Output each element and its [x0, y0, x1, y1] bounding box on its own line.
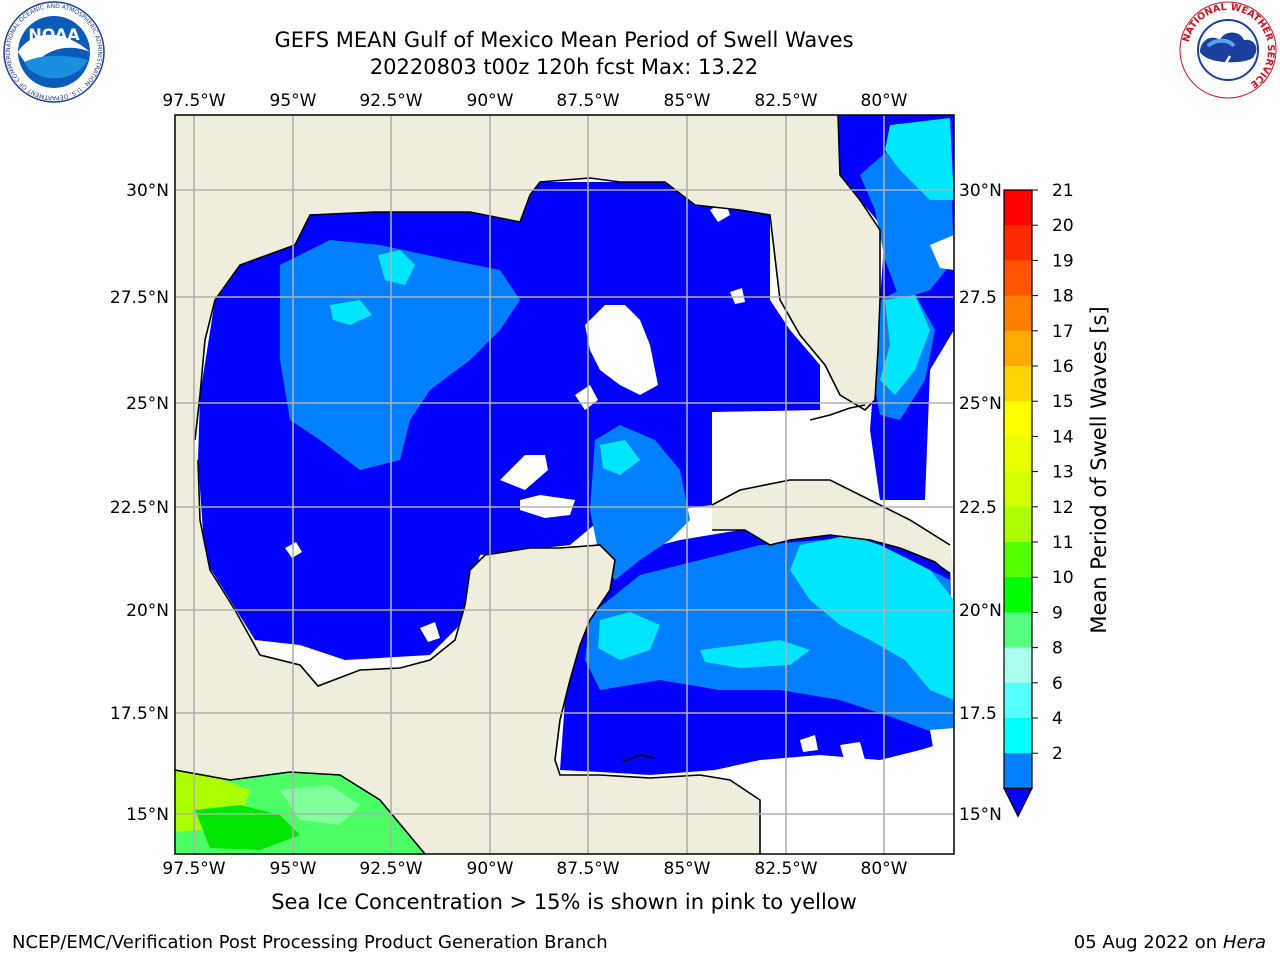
lon-label-bottom: 80°W [861, 859, 908, 879]
lat-label-left: 17.5°N [110, 704, 169, 724]
lon-label-bottom: 90°W [467, 859, 514, 879]
lon-label-bottom: 85°W [664, 859, 711, 879]
nws-logo: NATIONAL WEATHER SERVICE [1179, 1, 1277, 99]
colorbar-segment [1004, 718, 1032, 754]
lat-label-right: 30°N [959, 181, 1002, 201]
credit-machine: Hera [1222, 932, 1266, 953]
lat-label-left: 25°N [126, 394, 169, 414]
lon-label-top: 97.5°W [162, 91, 225, 111]
colorbar-segment [1004, 471, 1032, 508]
map-subtitle: 20220803 t00z 120h fcst Max: 13.22 [369, 55, 759, 79]
colorbar-tick-label: 18 [1052, 287, 1074, 307]
colorbar-segment [1004, 612, 1032, 649]
colorbar-tick-label: 12 [1052, 498, 1074, 518]
lon-label-bottom: 82.5°W [754, 859, 817, 879]
colorbar-tick-label: 16 [1052, 357, 1074, 377]
lat-label-right: 22.5 [959, 498, 997, 518]
lon-label-top: 87.5°W [556, 91, 619, 111]
lon-label-bottom: 95°W [270, 859, 317, 879]
lon-label-top: 92.5°W [359, 91, 422, 111]
lon-label-top: 95°W [270, 91, 317, 111]
lon-label-top: 85°W [664, 91, 711, 111]
lat-label-left: 15°N [126, 805, 169, 825]
lat-label-right: 17.5 [959, 704, 997, 724]
lat-label-left: 22.5°N [110, 498, 169, 518]
colorbar-tick-label: 8 [1052, 639, 1063, 659]
colorbar-tick-label: 15 [1052, 392, 1074, 412]
colorbar-segment [1004, 577, 1032, 613]
land-usa [175, 115, 880, 440]
lon-label-top: 82.5°W [754, 91, 817, 111]
lat-label-right: 27.5 [959, 288, 997, 308]
colorbar-segment [1004, 436, 1032, 473]
colorbar-segment [1004, 260, 1032, 297]
colorbar-segment [1004, 647, 1032, 684]
colorbar-tick-label: 10 [1052, 568, 1074, 588]
lon-label-bottom: 97.5°W [162, 859, 225, 879]
sea-ice-note: Sea Ice Concentration > 15% is shown in … [271, 890, 857, 914]
land-cuba [712, 480, 954, 575]
lon-label-bottom: 92.5°W [359, 859, 422, 879]
lat-label-left: 27.5°N [110, 288, 169, 308]
credit-right: 05 Aug 2022 on Hera [1074, 932, 1266, 953]
lon-label-bottom: 87.5°W [556, 859, 619, 879]
colorbar-tick-label: 11 [1052, 533, 1074, 553]
colorbar-tick-label: 21 [1052, 181, 1074, 201]
credit-left: NCEP/EMC/Verification Post Processing Pr… [12, 932, 608, 953]
colorbar-segment [1004, 682, 1032, 719]
colorbar-outline [1003, 189, 1033, 790]
colorbar-tick-label: 14 [1052, 427, 1074, 447]
colorbar-segment [1004, 542, 1032, 578]
colorbar-tick-label: 20 [1052, 216, 1074, 236]
noaa-logo: NATIONAL OCEANIC AND ATMOSPHERIC ADMINIS… [2, 0, 105, 103]
colorbar-label: Mean Period of Swell Waves [s] [1087, 306, 1111, 633]
colorbar-segment [1004, 225, 1032, 261]
colorbar-segment [1004, 506, 1032, 543]
colorbar-segment [1004, 401, 1032, 437]
lat-label-right: 15°N [959, 805, 1002, 825]
noaa-logo-label: NOAA [28, 25, 80, 44]
lat-label-left: 20°N [126, 601, 169, 621]
colorbar-tick-label: 17 [1052, 322, 1074, 342]
map-title: GEFS MEAN Gulf of Mexico Mean Period of … [274, 28, 854, 52]
lat-label-right: 20°N [959, 601, 1002, 621]
colorbar-segment [1004, 295, 1032, 332]
colorbar-segment [1004, 190, 1032, 226]
lat-label-right: 25°N [959, 394, 1002, 414]
colorbar-extension [1003, 787, 1033, 818]
lat-label-left: 30°N [126, 181, 169, 201]
colorbar-segment [1004, 366, 1032, 402]
colorbar: 21 20 19 18 17 16 15 14 13 12 11 10 9 8 6 4 2 [1003, 181, 1074, 818]
colorbar-segment [1004, 330, 1032, 367]
credit-date: 05 Aug 2022 on [1073, 932, 1218, 953]
lon-label-top: 90°W [467, 91, 514, 111]
colorbar-tick-label: 4 [1052, 709, 1063, 729]
colorbar-tick-label: 6 [1052, 674, 1063, 694]
colorbar-tick-label: 2 [1052, 744, 1063, 764]
colorbar-tick-label: 19 [1052, 251, 1074, 271]
colorbar-tick-label: 9 [1052, 603, 1063, 623]
lon-label-top: 80°W [861, 91, 908, 111]
colorbar-segment [1004, 753, 1032, 789]
land-mexico [175, 440, 760, 854]
colorbar-tick-label: 13 [1052, 463, 1074, 483]
